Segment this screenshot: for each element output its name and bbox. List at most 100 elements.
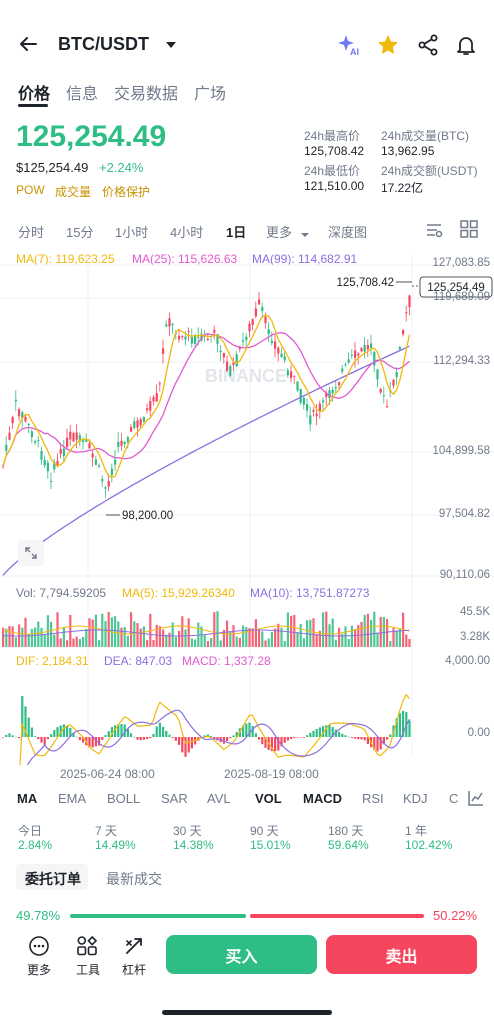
candle-body: [338, 382, 341, 386]
macd-bar: [229, 737, 232, 739]
tab-info[interactable]: 信息: [66, 86, 99, 103]
candle-body: [213, 329, 216, 333]
ind-avl[interactable]: AVL: [207, 791, 231, 806]
candle-body: [274, 341, 277, 349]
candle-body: [88, 443, 91, 449]
ind-sar[interactable]: SAR: [161, 791, 188, 806]
volume-bar: [347, 638, 350, 647]
share-icon[interactable]: [416, 33, 440, 62]
volume-bar: [190, 638, 193, 647]
tf-depth[interactable]: 深度图: [328, 225, 368, 240]
volume-bar: [357, 625, 360, 647]
leverage-label[interactable]: 杠杆: [122, 963, 147, 977]
tf-more-caret-icon[interactable]: [300, 226, 310, 244]
volume-bar: [325, 611, 328, 647]
candle-body: [392, 379, 395, 386]
candle-body: [130, 427, 133, 432]
tf-15m[interactable]: 15分: [66, 225, 94, 240]
volume-bar: [194, 639, 197, 647]
volume-bar: [389, 640, 392, 647]
buy-button[interactable]: 买入: [166, 935, 317, 974]
perf-period-label: 180 天: [328, 824, 364, 838]
favorite-star-icon[interactable]: [376, 33, 400, 62]
chart-settings-icon[interactable]: [424, 220, 444, 245]
candle-body: [226, 361, 229, 371]
tab-trading-data[interactable]: 交易数据: [114, 86, 179, 103]
macd-bar: [296, 737, 299, 738]
layout-grid-icon[interactable]: [460, 220, 478, 243]
ind-kdj[interactable]: KDJ: [403, 791, 428, 806]
volume-bar: [165, 634, 168, 647]
expand-icon[interactable]: [18, 540, 44, 566]
sell-button[interactable]: 卖出: [326, 935, 477, 974]
volume-bar: [267, 638, 270, 647]
chart-grid: [0, 255, 494, 755]
ind-ma[interactable]: MA: [17, 791, 38, 806]
vol-btc-label: 24h成交量(BTC): [381, 129, 470, 143]
sell-ratio: 50.22%: [433, 908, 478, 923]
ind-macd[interactable]: MACD: [303, 791, 342, 806]
macd-bar: [171, 737, 174, 739]
volume-bar: [216, 611, 219, 647]
tf-4h[interactable]: 4小时: [170, 225, 204, 240]
candle-body: [110, 468, 113, 476]
perf-period-value: 2.84%: [18, 838, 53, 852]
indicator-chart-icon[interactable]: [467, 789, 485, 812]
macd-bar: [395, 718, 398, 737]
pair-title[interactable]: BTC/USDT: [58, 34, 149, 54]
tab-price[interactable]: 价格: [18, 86, 51, 103]
macd-bar: [389, 734, 392, 737]
candle-body: [299, 388, 302, 403]
macd-bar: [75, 736, 78, 738]
volume-bar: [78, 639, 81, 647]
macd-bar: [178, 737, 181, 745]
ind-rsi[interactable]: RSI: [362, 791, 384, 806]
tab-recent-trades[interactable]: 最新成交: [106, 871, 162, 887]
pair-dropdown-icon[interactable]: [164, 38, 178, 56]
volume-bar: [75, 636, 78, 647]
more-label[interactable]: 更多: [27, 963, 52, 977]
date-label: 2025-06-24 08:00: [60, 767, 155, 781]
ind-c[interactable]: C: [449, 791, 459, 806]
candle-body: [251, 319, 254, 325]
macd-bar: [37, 737, 40, 740]
candle-body: [117, 441, 120, 447]
back-arrow-icon[interactable]: [16, 32, 40, 56]
macd-bar: [402, 710, 405, 737]
ind-ema[interactable]: EMA: [58, 791, 87, 806]
tools-label[interactable]: 工具: [76, 963, 101, 977]
volume-bar: [72, 638, 75, 647]
tab-square[interactable]: 广场: [194, 86, 227, 103]
volume-bar: [8, 626, 11, 647]
candle-body: [290, 371, 293, 379]
candle-body: [37, 439, 40, 441]
tools-icon[interactable]: [76, 935, 98, 962]
kline-chart[interactable]: BINANCE 125,708.42 125,254.49 98,200.00: [0, 245, 494, 765]
macd-bar: [5, 734, 8, 737]
tag-volume[interactable]: 成交量: [55, 185, 92, 199]
tf-more[interactable]: 更多: [266, 225, 293, 240]
bell-icon[interactable]: [454, 33, 478, 62]
more-icon[interactable]: [28, 935, 50, 962]
tf-1h[interactable]: 1小时: [115, 225, 149, 240]
ind-vol[interactable]: VOL: [255, 791, 282, 806]
tag-pow[interactable]: POW: [16, 183, 45, 197]
candle-body: [254, 308, 257, 317]
candle-body: [50, 480, 53, 482]
candle-body: [184, 336, 187, 340]
volume-bar: [222, 629, 225, 647]
ma7-line: [2, 314, 411, 479]
tag-price-protection[interactable]: 价格保护: [102, 185, 151, 199]
ind-boll[interactable]: BOLL: [107, 791, 141, 806]
leverage-icon[interactable]: [123, 935, 145, 962]
tf-1d[interactable]: 1日: [226, 225, 247, 240]
volume-bar: [174, 637, 177, 647]
ai-sparkle-icon[interactable]: AI: [336, 33, 362, 62]
candle-body: [206, 338, 209, 340]
date-label: 2025-08-19 08:00: [224, 767, 319, 781]
tf-timeline[interactable]: 分时: [18, 225, 45, 240]
volume-bar: [168, 632, 171, 647]
usd-price: $125,254.49: [16, 160, 89, 175]
tab-order-book[interactable]: 委托订单: [25, 871, 81, 887]
candle-body: [232, 362, 235, 366]
